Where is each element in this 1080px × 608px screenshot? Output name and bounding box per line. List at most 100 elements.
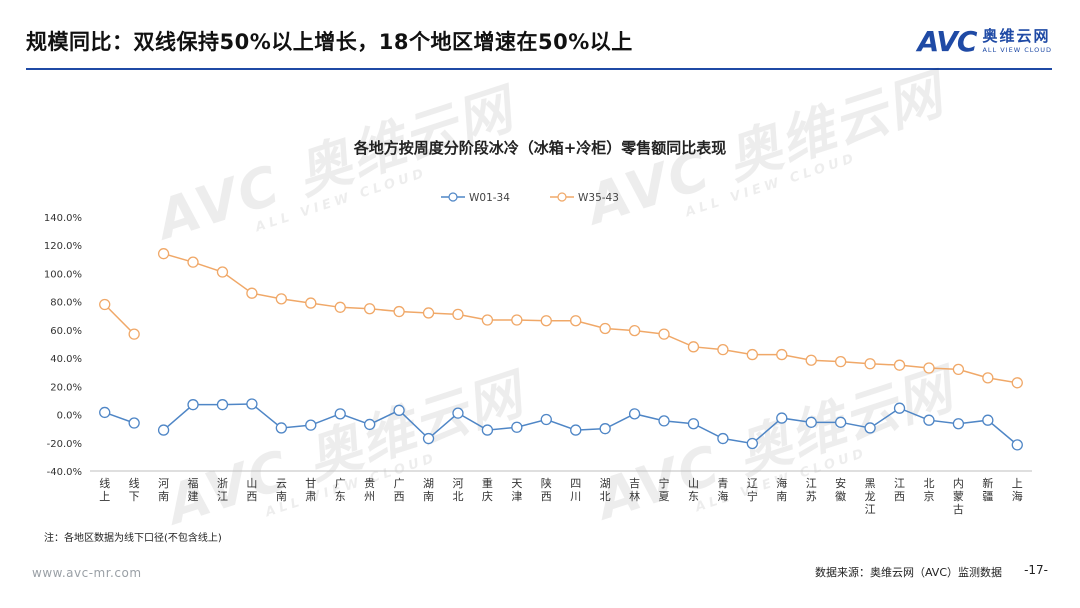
data-point-series-2 [422, 307, 435, 319]
brand-logo: AVC 奥维云网 ALL VIEW CLOUD [917, 24, 1052, 58]
data-point-series-2 [658, 328, 670, 340]
data-point-series-1 [128, 417, 140, 429]
brand-en: ALL VIEW CLOUD [982, 45, 1052, 54]
data-point-series-2 [952, 363, 965, 376]
x-tick-label: 北京 [923, 477, 934, 503]
data-point-series-1 [717, 432, 729, 445]
data-point-series-2 [835, 355, 847, 368]
data-point-series-1 [99, 406, 111, 419]
x-tick-label: 江西 [894, 477, 905, 503]
data-point-series-2 [540, 315, 552, 327]
x-tick-label: 内蒙古 [953, 476, 964, 516]
data-point-series-1 [157, 424, 170, 436]
x-tick-label: 河南 [158, 477, 169, 503]
y-tick-label: 100.0% [44, 269, 82, 280]
x-tick-label: 云南 [276, 477, 287, 503]
data-point-series-2 [893, 359, 906, 371]
series-line-2 [104, 303, 135, 335]
data-point-series-2 [334, 301, 346, 313]
legend-label: W01-34 [469, 192, 510, 204]
y-tick-label: 140.0% [44, 213, 82, 224]
data-point-series-1 [364, 418, 376, 431]
data-point-series-2 [628, 324, 641, 337]
page-title: 规模同比：双线保持50%以上增长，18个地区增速在50%以上 [26, 30, 633, 54]
data-point-series-1 [393, 404, 405, 416]
x-tick-label: 天津 [511, 477, 522, 503]
data-point-series-2 [923, 362, 935, 374]
data-point-series-1 [275, 422, 287, 434]
data-point-series-1 [511, 421, 523, 433]
y-tick-label: 60.0% [50, 326, 82, 337]
x-tick-label: 江苏 [806, 477, 817, 503]
data-point-series-2 [305, 297, 317, 309]
y-tick-label: 120.0% [44, 241, 82, 252]
data-point-series-2 [687, 341, 700, 353]
title-divider [26, 68, 1052, 70]
x-tick-label: 宁夏 [659, 476, 670, 503]
x-tick-label: 吉林 [629, 477, 640, 503]
data-point-series-1 [305, 419, 317, 431]
data-point-series-2 [481, 314, 494, 326]
data-point-series-1 [187, 399, 199, 411]
series-line-1 [163, 403, 1018, 446]
data-point-series-2 [1011, 377, 1023, 389]
y-tick-label: 40.0% [50, 354, 82, 365]
legend-label: W35-43 [578, 192, 619, 204]
data-point-series-1 [1011, 439, 1023, 451]
y-tick-label: 80.0% [50, 298, 82, 309]
x-tick-label: 重庆 [482, 476, 493, 503]
data-point-series-1 [864, 422, 876, 434]
data-point-series-2 [275, 293, 287, 305]
legend-marker [557, 192, 567, 202]
data-point-series-2 [99, 298, 111, 311]
chart-title: 各地方按周度分阶段冰冷（冰箱+冷柜）零售额同比表现 [353, 139, 727, 157]
x-tick-label: 上海 [1012, 477, 1023, 503]
x-tick-label: 线上 [99, 476, 110, 503]
x-tick-label: 新疆 [982, 476, 993, 503]
data-point-series-2 [805, 354, 817, 366]
x-tick-label: 甘肃 [305, 477, 316, 503]
y-tick-label: -40.0% [47, 467, 82, 478]
x-tick-label: 山西 [246, 477, 257, 503]
data-point-series-1 [599, 423, 611, 435]
data-point-series-1 [776, 412, 788, 424]
data-point-series-2 [776, 348, 788, 361]
data-point-series-1 [540, 413, 552, 426]
data-point-series-1 [334, 408, 346, 420]
x-tick-label: 福建 [188, 476, 199, 503]
y-tick-label: 0.0% [57, 411, 82, 422]
x-tick-label: 山东 [688, 477, 699, 503]
x-tick-label: 湖北 [600, 477, 611, 503]
x-tick-label: 四川 [570, 477, 581, 503]
page-number: -17- [1024, 563, 1048, 577]
x-tick-label: 陕西 [541, 476, 552, 503]
x-tick-label: 海南 [776, 476, 787, 503]
data-point-series-1 [687, 418, 700, 430]
x-tick-label: 河北 [452, 477, 463, 503]
website-url: www.avc-mr.com [32, 566, 142, 580]
series-line-2 [163, 252, 1018, 384]
x-tick-label: 线下 [129, 476, 140, 503]
x-tick-label: 广东 [335, 477, 346, 503]
footnote: 注：各地区数据为线下口径(不包含线上) [44, 533, 222, 544]
data-point-series-1 [805, 416, 817, 428]
data-point-series-1 [835, 416, 847, 428]
data-point-series-1 [481, 424, 494, 436]
data-point-series-1 [893, 402, 906, 414]
data-point-series-2 [864, 358, 876, 370]
data-point-series-2 [246, 287, 258, 299]
data-point-series-2 [393, 305, 405, 318]
data-point-series-2 [746, 348, 758, 361]
data-point-series-2 [511, 314, 523, 326]
data-point-series-1 [216, 399, 229, 411]
x-tick-label: 安徽 [835, 476, 846, 503]
x-tick-label: 广西 [394, 477, 405, 503]
x-tick-label: 贵州 [364, 477, 375, 503]
data-point-series-2 [570, 315, 582, 327]
data-point-series-2 [717, 343, 729, 356]
legend-marker [448, 192, 458, 202]
data-point-series-1 [952, 418, 965, 430]
brand-cn: 奥维云网 [982, 26, 1051, 45]
data-point-series-1 [246, 398, 258, 410]
